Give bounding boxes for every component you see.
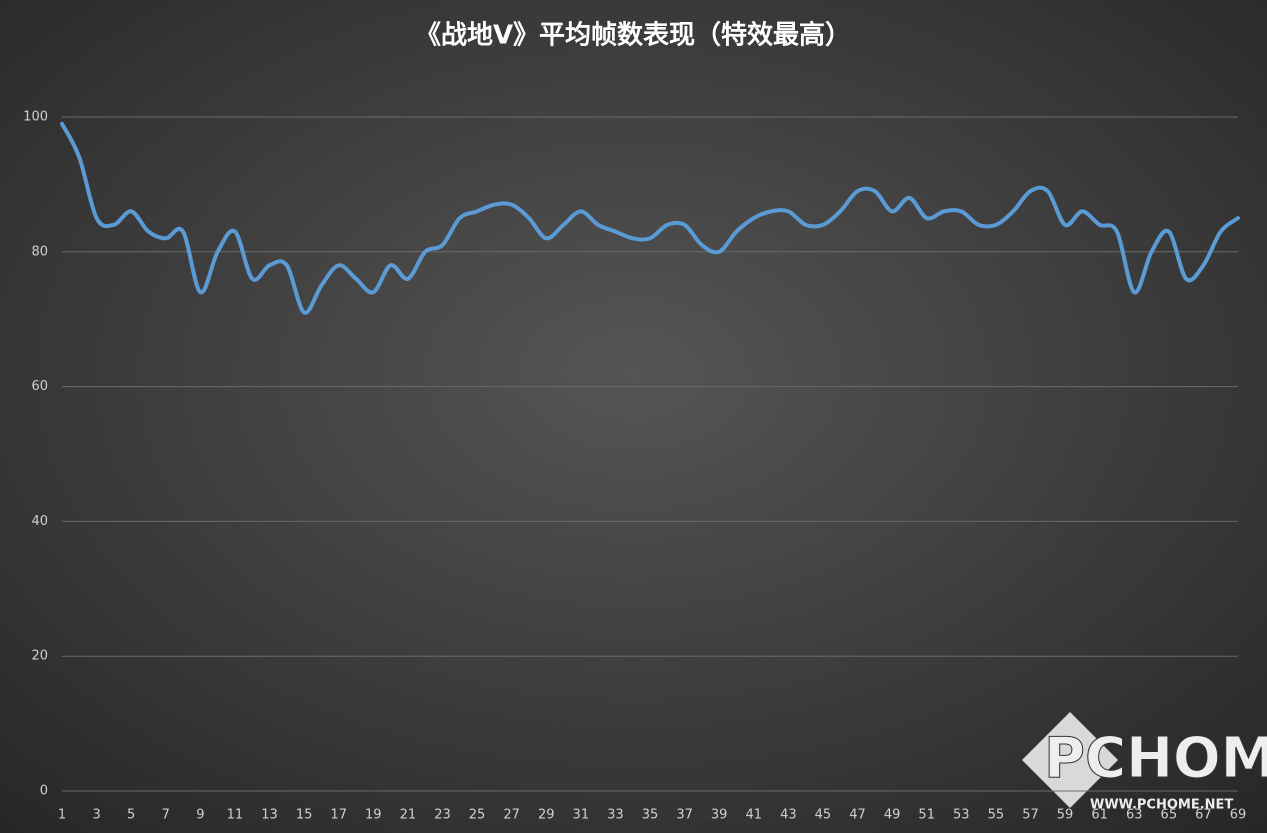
y-tick-label: 40 xyxy=(31,514,48,529)
x-tick-label: 63 xyxy=(1126,808,1143,823)
x-tick-label: 61 xyxy=(1091,808,1108,823)
x-tick-label: 57 xyxy=(1022,808,1039,823)
y-tick-label: 60 xyxy=(31,379,48,394)
y-tick-label: 20 xyxy=(31,649,48,664)
x-tick-label: 69 xyxy=(1230,808,1247,823)
x-tick-label: 33 xyxy=(607,808,624,823)
x-tick-label: 49 xyxy=(884,808,901,823)
x-tick-label: 13 xyxy=(261,808,278,823)
x-tick-label: 17 xyxy=(330,808,347,823)
x-tick-label: 23 xyxy=(434,808,451,823)
x-tick-label: 67 xyxy=(1195,808,1212,823)
y-tick-label: 80 xyxy=(31,244,48,259)
x-tick-label: 59 xyxy=(1057,808,1074,823)
x-tick-label: 47 xyxy=(849,808,866,823)
x-tick-label: 43 xyxy=(780,808,797,823)
x-tick-label: 9 xyxy=(196,808,204,823)
chart-title: 《战地V》平均帧数表现（特效最高） xyxy=(415,20,851,51)
y-tick-label: 100 xyxy=(23,110,48,125)
x-tick-label: 1 xyxy=(58,808,66,823)
x-tick-label: 53 xyxy=(953,808,970,823)
x-tick-label: 29 xyxy=(538,808,555,823)
x-tick-label: 65 xyxy=(1161,808,1178,823)
x-tick-label: 37 xyxy=(676,808,693,823)
y-tick-label: 0 xyxy=(40,784,48,799)
watermark-diamond xyxy=(1022,712,1118,808)
x-tick-label: 45 xyxy=(815,808,832,823)
x-tick-label: 39 xyxy=(711,808,728,823)
x-tick-label: 41 xyxy=(745,808,762,823)
x-tick-label: 15 xyxy=(296,808,313,823)
x-tick-label: 25 xyxy=(469,808,486,823)
watermark: PCHOME WWW.PCHOME.NET xyxy=(1022,712,1267,813)
x-tick-label: 35 xyxy=(642,808,659,823)
x-tick-label: 55 xyxy=(988,808,1005,823)
x-tick-label: 5 xyxy=(127,808,135,823)
x-tick-label: 7 xyxy=(162,808,170,823)
x-tick-label: 31 xyxy=(573,808,590,823)
watermark-url: WWW.PCHOME.NET xyxy=(1090,798,1233,813)
x-tick-label: 11 xyxy=(227,808,244,823)
watermark-logo: PCHOME xyxy=(1044,726,1267,791)
x-tick-label: 51 xyxy=(918,808,935,823)
x-tick-label: 27 xyxy=(503,808,520,823)
x-tick-label: 21 xyxy=(400,808,417,823)
x-tick-label: 3 xyxy=(92,808,100,823)
x-tick-label: 19 xyxy=(365,808,382,823)
series-line xyxy=(60,121,1240,315)
